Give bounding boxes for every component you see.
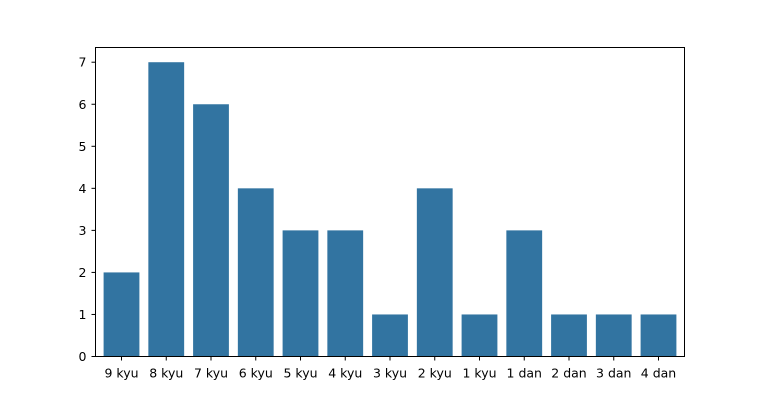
y-tick-label: 3 (79, 223, 87, 238)
bar-7-kyu (193, 104, 229, 357)
y-tick-label: 1 (79, 307, 87, 322)
y-tick-label: 0 (79, 349, 87, 364)
bar-2-kyu (416, 188, 453, 357)
y-axis: 0 1 2 3 4 5 6 7 (79, 55, 96, 364)
x-tick-label: 4 dan (641, 366, 676, 381)
x-tick-label: 5 kyu (283, 366, 317, 381)
y-tick-label: 4 (79, 181, 87, 196)
y-tick-label: 7 (79, 55, 87, 70)
bar-2-dan (551, 314, 587, 357)
bar-1-dan (506, 230, 543, 357)
bar-3-kyu (372, 314, 408, 357)
bar-6-kyu (237, 188, 274, 357)
bar-9-kyu (103, 272, 140, 357)
x-tick-label: 2 dan (551, 366, 586, 381)
x-tick-label: 3 dan (596, 366, 631, 381)
x-tick-label: 1 kyu (462, 366, 496, 381)
plot-frame (95, 47, 685, 357)
bar-5-kyu (282, 230, 319, 357)
bars-layer (103, 62, 677, 357)
x-tick-label: 3 kyu (373, 366, 407, 381)
x-tick-label: 1 dan (507, 366, 542, 381)
y-tick-label: 6 (79, 97, 87, 112)
bar-1-kyu (461, 314, 498, 357)
x-axis: 9 kyu 8 kyu 7 kyu 6 kyu 5 kyu 4 kyu 3 kyu 2 kyu… (104, 356, 676, 381)
bar-4-kyu (327, 230, 364, 357)
x-tick-label: 8 kyu (149, 366, 183, 381)
bar-4-dan (640, 314, 677, 357)
x-tick-label: 2 kyu (418, 366, 452, 381)
y-tick-label: 2 (79, 265, 87, 280)
x-tick-label: 6 kyu (239, 366, 273, 381)
y-tick-label: 5 (79, 139, 87, 154)
bar-8-kyu (148, 62, 185, 357)
x-tick-label: 4 kyu (328, 366, 362, 381)
x-tick-label: 7 kyu (194, 366, 228, 381)
x-tick-label: 9 kyu (104, 366, 138, 381)
bar-3-dan (595, 314, 632, 357)
